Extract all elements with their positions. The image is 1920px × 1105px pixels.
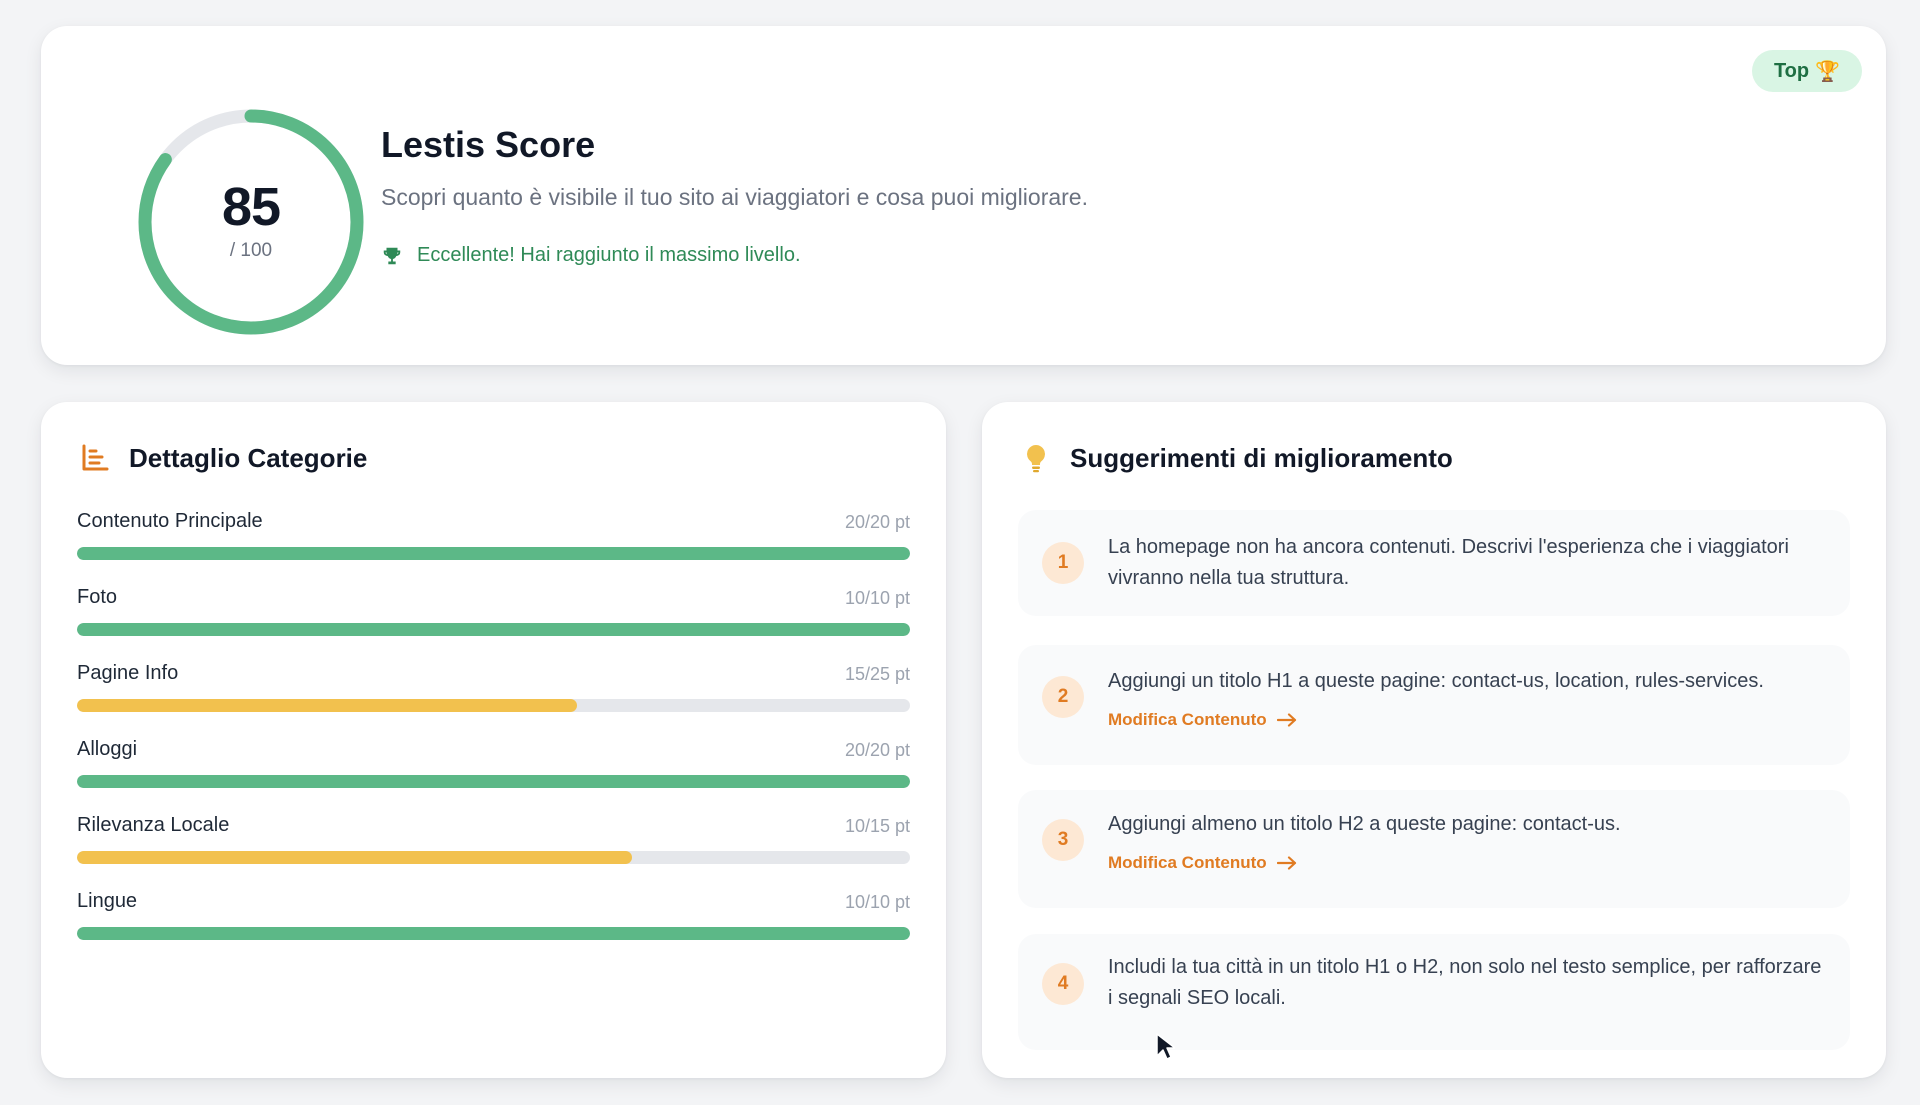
score-card: 85 / 100 Lestis Score Scopri quanto è vi… (41, 26, 1886, 365)
suggestion-item: 4 Includi la tua città in un titolo H1 o… (1018, 934, 1850, 1050)
top-badge: Top 🏆 (1752, 50, 1862, 92)
category-progress-track (77, 775, 910, 788)
score-title: Lestis Score (381, 124, 596, 165)
category-list: Contenuto Principale 20/20 pt Foto 10/10… (77, 510, 910, 966)
trophy-icon (383, 247, 401, 264)
suggestion-number: 1 (1042, 542, 1084, 584)
suggestion-number: 2 (1042, 676, 1084, 718)
score-max: / 100 (229, 240, 273, 261)
edit-content-link-label: Modifica Contenuto (1108, 853, 1267, 872)
category-row: Foto 10/10 pt (77, 586, 910, 662)
suggestion-number: 4 (1042, 963, 1084, 1005)
arrow-right-icon (1276, 713, 1296, 727)
categories-header: Dettaglio Categorie (79, 442, 367, 474)
categories-card: Dettaglio Categorie Contenuto Principale… (41, 402, 946, 1078)
suggestions-header: Suggerimenti di miglioramento (1020, 442, 1453, 474)
score-subtitle: Scopri quanto è visibile il tuo sito ai … (381, 184, 1088, 210)
category-row: Pagine Info 15/25 pt (77, 662, 910, 738)
category-name: Contenuto Principale (77, 510, 263, 532)
category-name: Pagine Info (77, 662, 179, 684)
score-gauge: 85 / 100 (133, 104, 369, 340)
suggestion-text: Includi la tua città in un titolo H1 o H… (1108, 956, 1822, 1009)
edit-content-link[interactable]: Modifica Contenuto (1108, 710, 1297, 730)
category-points: 10/10 pt (844, 588, 910, 608)
category-progress-fill (77, 851, 633, 864)
categories-title: Dettaglio Categorie (129, 442, 368, 473)
suggestion-text: Aggiungi almeno un titolo H2 a queste pa… (1108, 813, 1621, 835)
category-points: 10/15 pt (844, 816, 910, 836)
category-progress-track (77, 851, 910, 864)
category-row: Rilevanza Locale 10/15 pt (77, 814, 910, 890)
category-points: 15/25 pt (844, 664, 910, 684)
category-progress-track (77, 547, 910, 560)
lightbulb-icon (1027, 445, 1045, 473)
category-progress-fill (77, 775, 910, 788)
category-points: 10/10 pt (844, 892, 910, 912)
score-status-text: Eccellente! Hai raggiunto il massimo liv… (417, 244, 801, 266)
category-name: Rilevanza Locale (77, 814, 230, 836)
category-points: 20/20 pt (844, 740, 910, 760)
suggestions-title: Suggerimenti di miglioramento (1070, 442, 1453, 473)
suggestions-card: Suggerimenti di miglioramento 1 La homep… (982, 402, 1886, 1078)
suggestion-number: 3 (1042, 819, 1084, 861)
category-points: 20/20 pt (844, 512, 910, 532)
edit-content-link-label: Modifica Contenuto (1108, 710, 1267, 729)
category-row: Lingue 10/10 pt (77, 890, 910, 966)
category-progress-fill (77, 927, 910, 940)
category-progress-track (77, 699, 910, 712)
category-name: Alloggi (77, 738, 138, 760)
suggestion-item: 3 Aggiungi almeno un titolo H2 a queste … (1018, 790, 1850, 908)
category-progress-track (77, 623, 910, 636)
category-row: Alloggi 20/20 pt (77, 738, 910, 814)
score-ring (138, 109, 364, 335)
category-name: Foto (77, 586, 118, 608)
score-value: 85 (221, 177, 281, 237)
category-progress-fill (77, 699, 577, 712)
category-progress-track (77, 927, 910, 940)
suggestion-text: Aggiungi un titolo H1 a queste pagine: c… (1108, 670, 1764, 692)
mouse-cursor-icon (1156, 1033, 1175, 1060)
category-progress-fill (77, 623, 910, 636)
score-status: Eccellente! Hai raggiunto il massimo liv… (381, 244, 801, 267)
score-ring-progress (138, 109, 364, 335)
top-badge-label: Top (1773, 59, 1810, 82)
edit-content-link[interactable]: Modifica Contenuto (1108, 853, 1297, 873)
suggestion-item: 1 La homepage non ha ancora contenuti. D… (1018, 510, 1850, 616)
suggestion-item: 2 Aggiungi un titolo H1 a queste pagine:… (1018, 645, 1850, 765)
bar-chart-icon (82, 444, 109, 471)
trophy-emoji-icon: 🏆 (1815, 60, 1841, 83)
arrow-right-icon (1276, 856, 1296, 870)
category-name: Lingue (77, 890, 138, 912)
category-row: Contenuto Principale 20/20 pt (77, 510, 910, 586)
suggestion-text: La homepage non ha ancora contenuti. Des… (1108, 536, 1789, 589)
category-progress-fill (77, 547, 910, 560)
